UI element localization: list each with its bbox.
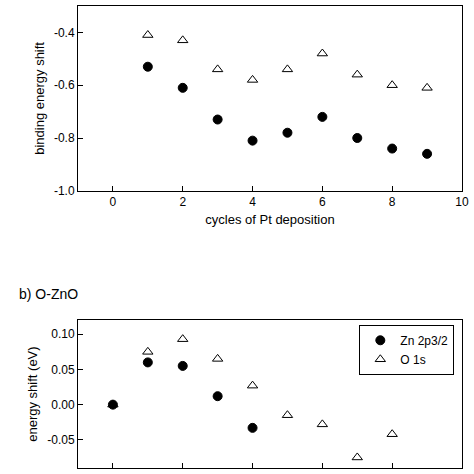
svg-text:-0.8: -0.8 — [54, 131, 75, 145]
svg-text:binding energy shift: binding energy shift — [32, 42, 47, 155]
svg-text:Zn 2p3/2: Zn 2p3/2 — [400, 334, 448, 348]
svg-text:-0.05: -0.05 — [47, 433, 75, 447]
svg-text:2: 2 — [179, 195, 186, 209]
svg-text:0.10: 0.10 — [51, 327, 75, 341]
svg-text:-0.4: -0.4 — [54, 26, 75, 40]
svg-text:10: 10 — [455, 195, 469, 209]
svg-text:8: 8 — [389, 195, 396, 209]
svg-text:-0.6: -0.6 — [54, 78, 75, 92]
svg-text:0.00: 0.00 — [51, 398, 75, 412]
svg-text:b) O-ZnO: b) O-ZnO — [19, 286, 78, 302]
svg-text:6: 6 — [319, 195, 326, 209]
svg-text:0.05: 0.05 — [51, 363, 75, 377]
svg-text:cycles of Pt deposition: cycles of Pt deposition — [205, 212, 334, 227]
svg-text:O 1s: O 1s — [400, 353, 425, 367]
svg-text:energy shift (eV): energy shift (eV) — [25, 346, 40, 441]
svg-text:4: 4 — [249, 195, 256, 209]
svg-text:0: 0 — [110, 195, 117, 209]
svg-text:-1.0: -1.0 — [54, 184, 75, 198]
